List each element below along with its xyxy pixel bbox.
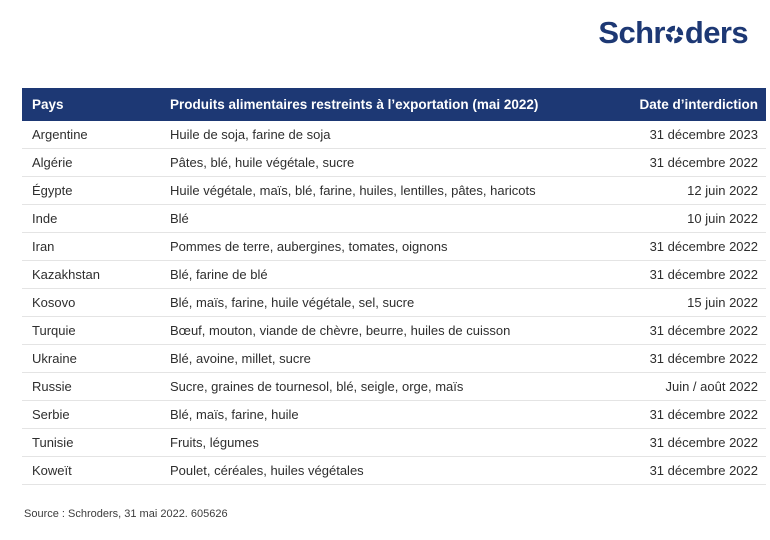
export-restrictions-table-wrap: Pays Produits alimentaires restreints à … <box>22 88 766 485</box>
products-cell: Poulet, céréales, huiles végétales <box>170 456 558 485</box>
products-cell: Blé <box>170 204 558 233</box>
header-country: Pays <box>22 88 170 121</box>
ban-date-cell: 31 décembre 2022 <box>558 260 766 289</box>
products-cell: Blé, avoine, millet, sucre <box>170 344 558 373</box>
ban-date-cell: 10 juin 2022 <box>558 204 766 233</box>
table-row: Kosovo Blé, maïs, farine, huile végétale,… <box>22 288 766 317</box>
ban-date-cell: 31 décembre 2022 <box>558 232 766 261</box>
table-row: Serbie Blé, maïs, farine, huile 31 décembr… <box>22 400 766 429</box>
products-cell: Huile de soja, farine de soja <box>170 121 558 149</box>
source-note: Source : Schroders, 31 mai 2022. 605626 <box>24 508 228 520</box>
ban-date-cell: 12 juin 2022 <box>558 176 766 205</box>
products-cell: Blé, maïs, farine, huile <box>170 400 558 429</box>
table-row: Ukraine Blé, avoine, millet, sucre 31 déce… <box>22 344 766 373</box>
table-row: Iran Pommes de terre, aubergines, tomates… <box>22 232 766 261</box>
country-cell: Koweït <box>22 456 170 485</box>
country-cell: Serbie <box>22 400 170 429</box>
header-products: Produits alimentaires restreints à l’exp… <box>170 88 558 121</box>
ban-date-cell: 31 décembre 2022 <box>558 148 766 177</box>
table-header-row: Pays Produits alimentaires restreints à … <box>22 88 766 121</box>
ban-date-cell: 15 juin 2022 <box>558 288 766 317</box>
country-cell: Tunisie <box>22 428 170 457</box>
logo-text-end: ders <box>684 15 749 50</box>
products-cell: Blé, farine de blé <box>170 260 558 289</box>
country-cell: Russie <box>22 372 170 401</box>
products-cell: Blé, maïs, farine, huile végétale, sel, … <box>170 288 558 317</box>
country-cell: Inde <box>22 204 170 233</box>
country-cell: Turquie <box>22 316 170 345</box>
table-row: Algérie Pâtes, blé, huile végétale, sucre… <box>22 148 766 177</box>
table-header: Pays Produits alimentaires restreints à … <box>22 88 766 121</box>
products-cell: Pommes de terre, aubergines, tomates, oi… <box>170 232 558 261</box>
country-cell: Iran <box>22 232 170 261</box>
products-cell: Fruits, légumes <box>170 428 558 457</box>
ban-date-cell: Juin / août 2022 <box>558 372 766 401</box>
ban-date-cell: 31 décembre 2022 <box>558 400 766 429</box>
table-row: Russie Sucre, graines de tournesol, blé, … <box>22 372 766 401</box>
country-cell: Ukraine <box>22 344 170 373</box>
country-cell: Égypte <box>22 176 170 205</box>
table-row: Kazakhstan Blé, farine de blé 31 décembre … <box>22 260 766 289</box>
country-cell: Argentine <box>22 121 170 149</box>
country-cell: Kosovo <box>22 288 170 317</box>
logo-text-start: Schr <box>598 15 665 50</box>
table-row: Inde Blé 10 juin 2022 <box>22 204 766 233</box>
ban-date-cell: 31 décembre 2022 <box>558 344 766 373</box>
products-cell: Sucre, graines de tournesol, blé, seigle… <box>170 372 558 401</box>
schroders-logo: Schr ders <box>598 16 748 50</box>
header-ban-date: Date d’interdiction <box>558 88 766 121</box>
table-row: Argentine Huile de soja, farine de soja 31… <box>22 121 766 149</box>
ban-date-cell: 31 décembre 2022 <box>558 456 766 485</box>
ban-date-cell: 31 décembre 2022 <box>558 428 766 457</box>
ban-date-cell: 31 décembre 2023 <box>558 121 766 149</box>
ban-date-cell: 31 décembre 2022 <box>558 316 766 345</box>
table-row: Tunisie Fruits, légumes 31 décembre 2022 <box>22 428 766 457</box>
products-cell: Pâtes, blé, huile végétale, sucre <box>170 148 558 177</box>
table-row: Turquie Bœuf, mouton, viande de chèvre, b… <box>22 316 766 345</box>
export-restrictions-table: Pays Produits alimentaires restreints à … <box>22 88 766 485</box>
products-cell: Huile végétale, maïs, blé, farine, huile… <box>170 176 558 205</box>
products-cell: Bœuf, mouton, viande de chèvre, beurre, … <box>170 316 558 345</box>
table-row: Égypte Huile végétale, maïs, blé, farine,… <box>22 176 766 205</box>
country-cell: Kazakhstan <box>22 260 170 289</box>
table-row: Koweït Poulet, céréales, huiles végétales… <box>22 456 766 485</box>
logo-o-mark <box>665 25 684 44</box>
country-cell: Algérie <box>22 148 170 177</box>
table-body: Argentine Huile de soja, farine de soja 31… <box>22 121 766 485</box>
